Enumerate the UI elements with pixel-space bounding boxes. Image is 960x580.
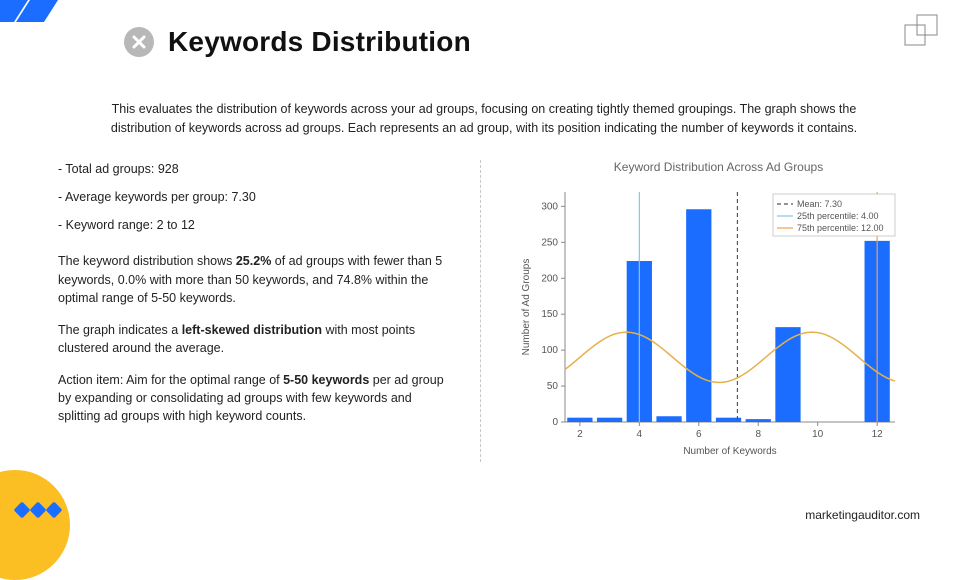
svg-text:0: 0 — [552, 417, 558, 428]
para-action: Action item: Aim for the optimal range o… — [58, 371, 456, 425]
decoration-circle — [0, 470, 70, 580]
decoration-diamonds — [16, 504, 60, 516]
chart-column: Keyword Distribution Across Ad Groups 0 5… — [515, 160, 922, 462]
intro-text: This evaluates the distribution of keywo… — [92, 100, 876, 138]
page-title: Keywords Distribution — [168, 26, 471, 58]
footer-brand: marketingauditor.com — [805, 508, 920, 522]
svg-text:8: 8 — [755, 429, 761, 440]
svg-text:2: 2 — [577, 429, 583, 440]
decoration-squares — [904, 14, 938, 48]
content-row: - Total ad groups: 928 - Average keyword… — [58, 160, 922, 462]
svg-text:10: 10 — [812, 429, 824, 440]
svg-text:150: 150 — [541, 309, 558, 320]
stat-range: - Keyword range: 2 to 12 — [58, 216, 456, 234]
x-circle-icon — [124, 27, 154, 57]
svg-text:Number of Keywords: Number of Keywords — [683, 446, 776, 457]
para-percentages: The keyword distribution shows 25.2% of … — [58, 252, 456, 306]
svg-text:Mean: 7.30: Mean: 7.30 — [797, 199, 842, 209]
svg-text:300: 300 — [541, 201, 558, 212]
chart-title: Keyword Distribution Across Ad Groups — [515, 160, 922, 174]
svg-text:Number of Ad Groups: Number of Ad Groups — [521, 259, 532, 356]
svg-text:75th percentile: 12.00: 75th percentile: 12.00 — [797, 223, 884, 233]
column-divider — [480, 160, 481, 462]
decoration-parallelograms — [0, 0, 80, 28]
svg-text:25th percentile: 4.00: 25th percentile: 4.00 — [797, 211, 879, 221]
svg-text:250: 250 — [541, 237, 558, 248]
svg-text:200: 200 — [541, 273, 558, 284]
page-header: Keywords Distribution — [124, 26, 471, 58]
para-skew: The graph indicates a left-skewed distri… — [58, 321, 456, 357]
stat-total: - Total ad groups: 928 — [58, 160, 456, 178]
svg-text:50: 50 — [547, 381, 559, 392]
svg-text:4: 4 — [637, 429, 643, 440]
svg-text:6: 6 — [696, 429, 702, 440]
histogram-chart: 0 50 100 150 200 250 300 2 4 6 8 10 12 Number of Keyw… — [515, 182, 905, 462]
svg-text:100: 100 — [541, 345, 558, 356]
stats-column: - Total ad groups: 928 - Average keyword… — [58, 160, 480, 462]
svg-text:12: 12 — [872, 429, 884, 440]
stat-avg: - Average keywords per group: 7.30 — [58, 188, 456, 206]
